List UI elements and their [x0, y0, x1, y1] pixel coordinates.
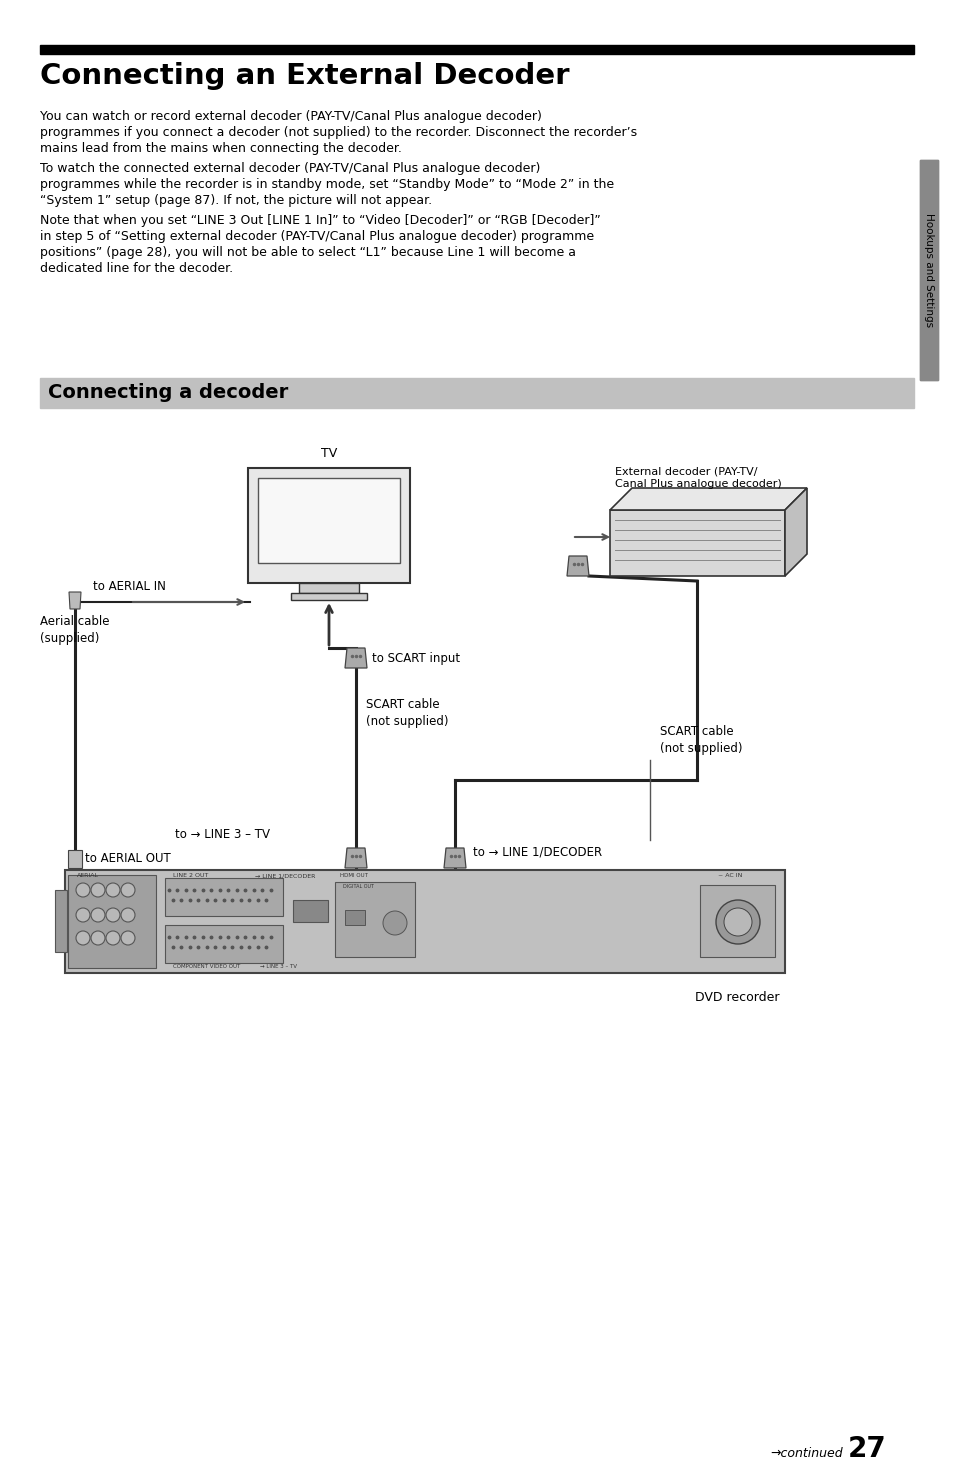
Text: programmes while the recorder is in standby mode, set “Standby Mode” to “Mode 2”: programmes while the recorder is in stan…	[40, 178, 614, 191]
Polygon shape	[443, 848, 465, 868]
Circle shape	[76, 882, 90, 897]
Polygon shape	[345, 648, 367, 667]
Text: DVD recorder: DVD recorder	[695, 991, 780, 1004]
Bar	[165, 925, 283, 962]
Circle shape	[91, 882, 105, 897]
Text: HDMI OUT: HDMI OUT	[339, 873, 368, 878]
Text: to AERIAL IN: to AERIAL IN	[92, 580, 166, 593]
Circle shape	[76, 908, 90, 922]
Bar	[919, 160, 937, 380]
Circle shape	[716, 900, 760, 945]
Circle shape	[723, 908, 751, 936]
Text: External decoder (PAY-TV/: External decoder (PAY-TV/	[615, 466, 757, 476]
Circle shape	[106, 931, 120, 945]
Polygon shape	[609, 488, 806, 510]
Bar	[40, 44, 913, 53]
Polygon shape	[609, 510, 784, 575]
Text: to SCART input: to SCART input	[372, 653, 459, 664]
Text: Canal Plus analogue decoder): Canal Plus analogue decoder)	[615, 479, 781, 489]
Bar	[165, 878, 283, 916]
Text: dedicated line for the decoder.: dedicated line for the decoder.	[40, 262, 233, 274]
Bar	[345, 911, 365, 925]
Text: mains lead from the mains when connecting the decoder.: mains lead from the mains when connectin…	[40, 142, 401, 156]
Bar	[298, 583, 358, 593]
Polygon shape	[784, 488, 806, 575]
Bar	[55, 890, 67, 952]
Text: SCART cable
(not supplied): SCART cable (not supplied)	[659, 725, 741, 755]
Circle shape	[76, 931, 90, 945]
Text: to → LINE 3 – TV: to → LINE 3 – TV	[174, 829, 270, 841]
Bar	[68, 850, 82, 868]
Bar	[65, 871, 784, 973]
Text: →continued: →continued	[769, 1447, 841, 1459]
Text: → LINE 1/DECODER: → LINE 1/DECODER	[254, 873, 315, 878]
Text: TV: TV	[320, 446, 336, 460]
Circle shape	[106, 882, 120, 897]
Text: to → LINE 1/DECODER: to → LINE 1/DECODER	[473, 845, 601, 859]
Bar	[919, 160, 937, 380]
Text: AERIAL: AERIAL	[77, 873, 99, 878]
Text: Aerial cable
(supplied): Aerial cable (supplied)	[40, 615, 110, 645]
Text: SCART cable
(not supplied): SCART cable (not supplied)	[366, 698, 448, 728]
Text: positions” (page 28), you will not be able to select “L1” because Line 1 will be: positions” (page 28), you will not be ab…	[40, 246, 576, 260]
Text: → LINE 3 – TV: → LINE 3 – TV	[260, 964, 296, 968]
Polygon shape	[345, 848, 367, 868]
Text: Connecting an External Decoder: Connecting an External Decoder	[40, 62, 569, 90]
Text: “System 1” setup (page 87). If not, the picture will not appear.: “System 1” setup (page 87). If not, the …	[40, 194, 432, 208]
Text: 27: 27	[847, 1436, 886, 1464]
Text: Hookups and Settings: Hookups and Settings	[923, 214, 933, 328]
Text: ~ AC IN: ~ AC IN	[717, 873, 741, 878]
Text: COMPONENT VIDEO OUT: COMPONENT VIDEO OUT	[172, 964, 240, 968]
Polygon shape	[566, 556, 588, 575]
Text: To watch the connected external decoder (PAY-TV/Canal Plus analogue decoder): To watch the connected external decoder …	[40, 162, 539, 175]
Circle shape	[121, 931, 135, 945]
Circle shape	[121, 908, 135, 922]
Text: programmes if you connect a decoder (not supplied) to the recorder. Disconnect t: programmes if you connect a decoder (not…	[40, 126, 637, 139]
Bar	[40, 378, 913, 408]
Circle shape	[91, 908, 105, 922]
Circle shape	[91, 931, 105, 945]
Bar	[293, 900, 328, 922]
Text: Note that when you set “LINE 3 Out [LINE 1 In]” to “Video [Decoder]” or “RGB [De: Note that when you set “LINE 3 Out [LINE…	[40, 214, 600, 227]
Bar	[257, 478, 399, 564]
Bar	[700, 885, 774, 957]
Circle shape	[121, 882, 135, 897]
Polygon shape	[69, 592, 81, 610]
Circle shape	[106, 908, 120, 922]
Text: DIGITAL OUT: DIGITAL OUT	[343, 884, 374, 888]
Text: You can watch or record external decoder (PAY-TV/Canal Plus analogue decoder): You can watch or record external decoder…	[40, 110, 541, 123]
Bar	[335, 882, 415, 957]
Text: LINE 2 OUT: LINE 2 OUT	[172, 873, 208, 878]
Bar	[248, 469, 410, 583]
Text: Hookups and Settings: Hookups and Settings	[923, 214, 933, 328]
Text: Connecting a decoder: Connecting a decoder	[48, 384, 288, 402]
Text: to AERIAL OUT: to AERIAL OUT	[85, 853, 171, 866]
Circle shape	[382, 911, 407, 934]
Text: in step 5 of “Setting external decoder (PAY-TV/Canal Plus analogue decoder) prog: in step 5 of “Setting external decoder (…	[40, 230, 594, 243]
Bar	[68, 875, 156, 968]
Bar	[291, 593, 367, 601]
